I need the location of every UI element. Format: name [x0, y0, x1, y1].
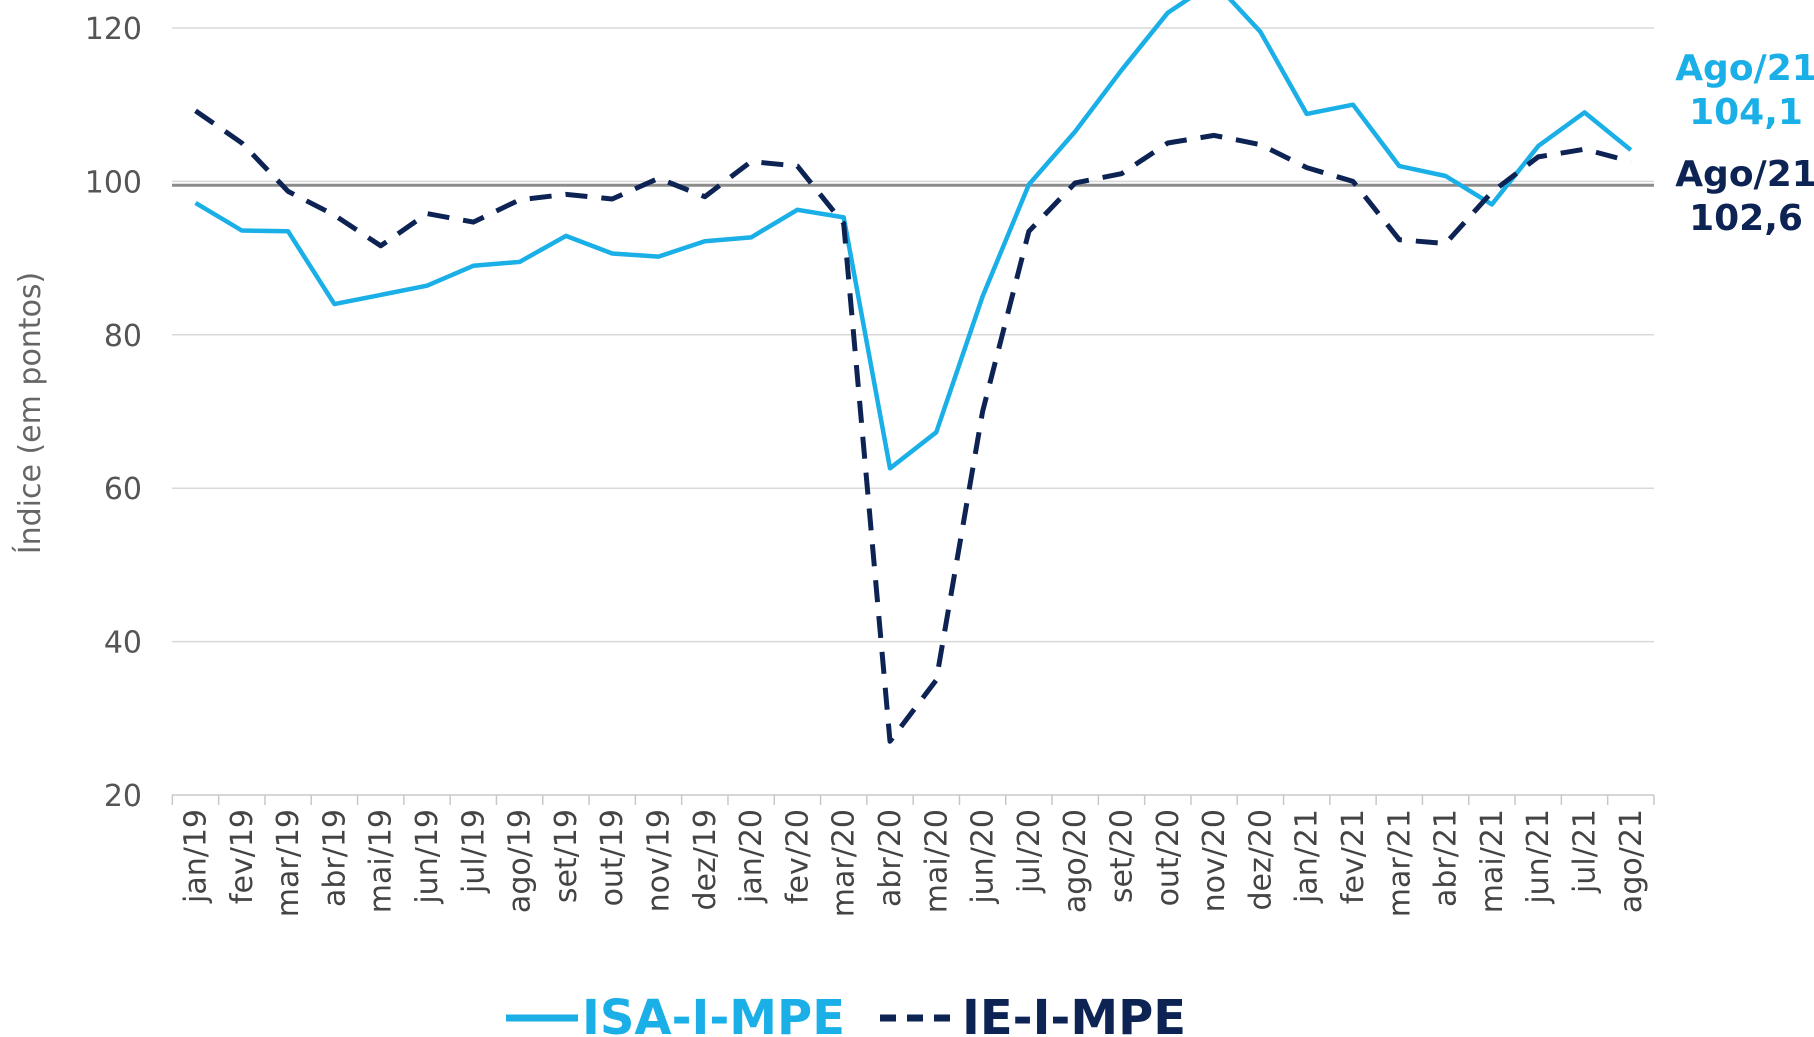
- y-tick-label: 80: [104, 319, 142, 354]
- x-tick-label: jun/19: [410, 809, 445, 905]
- x-tick-label: ago/21: [1614, 809, 1649, 913]
- x-tick-label: out/19: [595, 809, 630, 906]
- end-value-annotations: Ago/21 104,1 Ago/21 102,6: [1675, 48, 1814, 239]
- series-lines: [194, 0, 1633, 744]
- x-tick-label: jan/21: [1290, 809, 1325, 904]
- x-tick-label: fev/20: [780, 809, 815, 904]
- x-tick-label: fev/21: [1336, 809, 1371, 904]
- x-tick-label: dez/19: [688, 809, 723, 911]
- annotation-isa-value: 104,1: [1689, 92, 1803, 133]
- legend: ISA-I-MPE IE-I-MPE: [506, 990, 1186, 1037]
- annotation-ie-value: 102,6: [1689, 198, 1803, 239]
- x-tick-label: mar/20: [827, 809, 862, 917]
- x-tick-label: abr/20: [873, 809, 908, 907]
- x-tick-label: jul/19: [456, 809, 491, 894]
- x-tick-label: mai/19: [364, 809, 399, 913]
- x-tick-label: nov/20: [1197, 809, 1232, 912]
- x-tick-label: set/19: [549, 809, 584, 903]
- annotation-isa-period: Ago/21: [1675, 48, 1814, 89]
- x-tick-label: ago/19: [503, 809, 538, 913]
- x-tick-label: jan/20: [734, 809, 769, 904]
- x-tick-label: nov/19: [642, 809, 677, 912]
- x-tick-label: mai/20: [919, 809, 954, 913]
- x-tick-label: jul/21: [1568, 809, 1603, 894]
- x-tick-label: abr/19: [317, 809, 352, 907]
- y-tick-label: 60: [104, 472, 142, 507]
- gridlines: [172, 27, 1654, 643]
- x-axis: jan/19 fev/19 mar/19 abr/19 mai/19 jun/19 jul/…: [171, 794, 1655, 917]
- y-tick-label: 100: [85, 165, 142, 200]
- x-tick-label: ago/20: [1058, 809, 1093, 913]
- y-axis-ticks: 20 40 60 80 100 120: [85, 12, 142, 814]
- x-tick-label: set/20: [1105, 809, 1140, 903]
- x-tick-label: dez/20: [1243, 809, 1278, 911]
- y-tick-label: 40: [104, 626, 142, 661]
- x-tick-label: jul/20: [1012, 809, 1047, 894]
- y-tick-label: 20: [104, 779, 142, 814]
- x-tick-label: fev/19: [225, 809, 260, 904]
- x-tick-label: abr/21: [1429, 809, 1464, 907]
- y-axis-label: Índice (em pontos): [12, 272, 48, 555]
- legend-label-ie: IE-I-MPE: [962, 990, 1186, 1037]
- x-tick-label: mar/21: [1382, 809, 1417, 917]
- annotation-ie-period: Ago/21: [1675, 154, 1814, 195]
- x-tick-label: mar/19: [271, 809, 306, 917]
- y-tick-label: 120: [85, 12, 142, 47]
- x-tick-label: out/20: [1151, 809, 1186, 906]
- x-tick-label: jun/21: [1521, 809, 1556, 905]
- series-line-ie-i-mpe: [194, 108, 1632, 744]
- x-tick-label: jun/20: [966, 809, 1001, 905]
- x-tick-label: mai/21: [1475, 809, 1510, 913]
- x-tick-label: jan/19: [179, 809, 214, 904]
- series-line-isa-i-mpe: [194, 0, 1633, 471]
- legend-label-isa: ISA-I-MPE: [582, 990, 845, 1037]
